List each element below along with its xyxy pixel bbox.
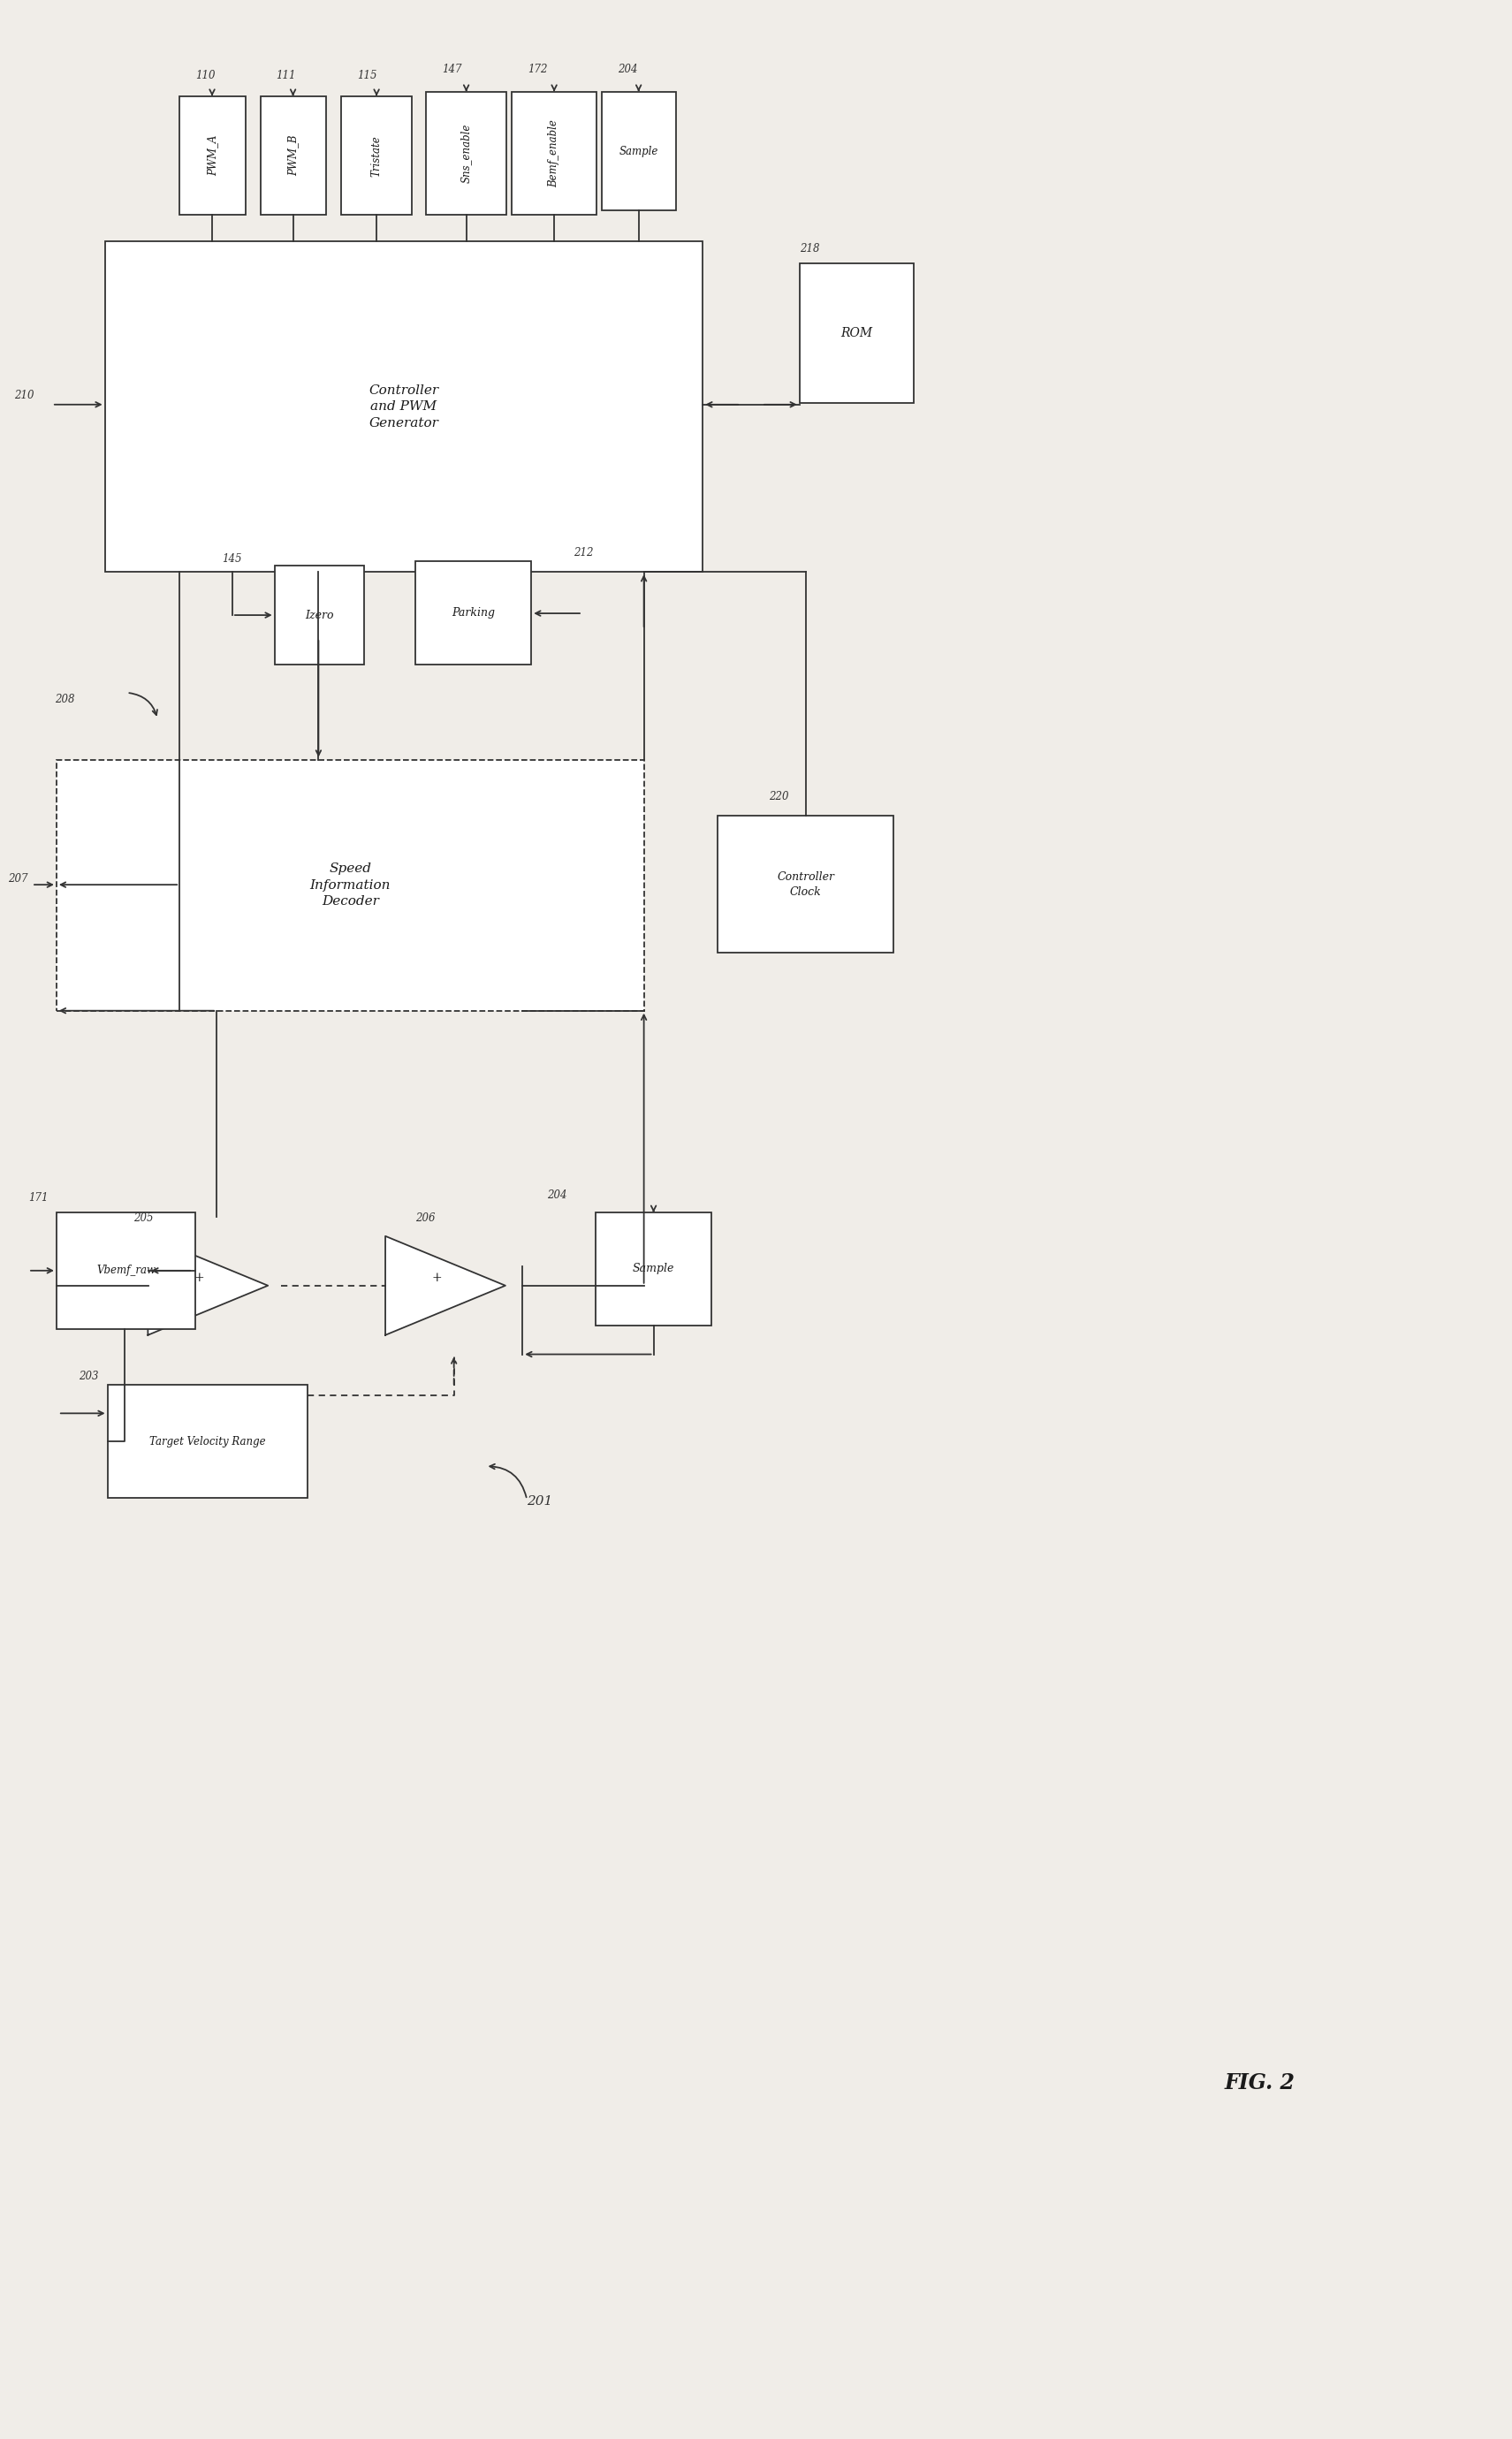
Text: Tristate: Tristate	[370, 134, 383, 176]
Text: +: +	[431, 1273, 442, 1285]
Text: 204: 204	[547, 1190, 567, 1200]
Text: 205: 205	[135, 1212, 154, 1224]
Bar	[513, 93, 596, 215]
Text: Controller
Clock: Controller Clock	[777, 871, 835, 898]
Text: 218: 218	[800, 244, 820, 254]
Text: Sample: Sample	[620, 146, 659, 156]
Bar	[260, 95, 327, 215]
Text: 115: 115	[357, 71, 376, 80]
Text: Controller
and PWM
Generator: Controller and PWM Generator	[369, 385, 438, 429]
Text: 147: 147	[442, 63, 461, 76]
Text: PWM_A: PWM_A	[207, 134, 218, 176]
Text: Izero: Izero	[305, 610, 334, 622]
Text: 212: 212	[573, 546, 593, 559]
Bar	[602, 93, 676, 210]
Text: 201: 201	[526, 1495, 553, 1507]
Text: 203: 203	[79, 1371, 98, 1383]
Polygon shape	[386, 1237, 505, 1334]
Text: 210: 210	[14, 390, 35, 402]
Bar	[107, 1385, 308, 1498]
Text: 171: 171	[29, 1193, 48, 1202]
Text: FIG. 2: FIG. 2	[1225, 2073, 1296, 2093]
Text: 207: 207	[8, 873, 27, 885]
Polygon shape	[148, 1237, 268, 1334]
Text: +: +	[194, 1273, 204, 1285]
Bar	[426, 93, 507, 215]
Bar	[342, 95, 411, 215]
Text: Vbemf_raw: Vbemf_raw	[97, 1266, 156, 1276]
Text: 172: 172	[528, 63, 547, 76]
Text: Target Velocity Range: Target Velocity Range	[150, 1437, 266, 1446]
Text: 208: 208	[54, 695, 74, 705]
Text: 111: 111	[277, 71, 296, 80]
Bar	[56, 1212, 195, 1329]
Bar	[104, 241, 703, 571]
Bar	[275, 566, 364, 663]
Text: 206: 206	[416, 1212, 435, 1224]
Text: Speed
Information
Decoder: Speed Information Decoder	[310, 863, 390, 907]
Text: 145: 145	[222, 554, 242, 563]
Text: PWM_B: PWM_B	[287, 134, 299, 176]
Bar	[596, 1212, 712, 1324]
Bar	[800, 263, 913, 402]
Text: Bemf_enable: Bemf_enable	[549, 120, 559, 188]
Text: 204: 204	[617, 63, 638, 76]
Bar	[180, 95, 245, 215]
Text: 220: 220	[768, 790, 789, 802]
Text: Sns_enable: Sns_enable	[461, 124, 472, 183]
Bar	[56, 759, 644, 1010]
Bar	[718, 817, 894, 954]
Text: 110: 110	[195, 71, 215, 80]
Bar	[416, 561, 531, 663]
Text: Parking: Parking	[452, 607, 494, 620]
Text: ROM: ROM	[841, 327, 872, 339]
Text: Sample: Sample	[632, 1263, 674, 1276]
